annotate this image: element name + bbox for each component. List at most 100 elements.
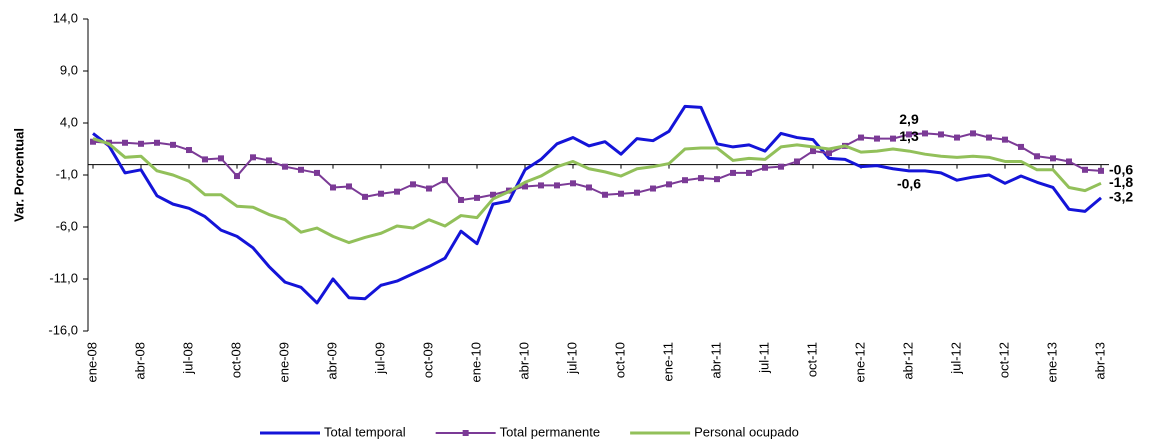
data-label: 2,9 <box>899 111 919 127</box>
x-tick-label: ene-11 <box>660 342 675 382</box>
point-marker <box>570 180 576 187</box>
point-marker <box>90 138 96 145</box>
point-marker <box>538 182 544 189</box>
point-marker <box>330 184 336 191</box>
x-tick-label: oct-10 <box>612 342 627 378</box>
point-marker <box>826 150 832 157</box>
point-marker <box>858 134 864 141</box>
point-marker <box>522 183 528 190</box>
point-marker <box>714 176 720 183</box>
point-marker <box>1034 153 1040 160</box>
point-marker <box>122 139 128 146</box>
point-marker <box>394 188 400 195</box>
data-label: 1,3 <box>899 128 919 144</box>
x-tick-label: ene-12 <box>852 342 867 382</box>
point-marker <box>874 135 880 142</box>
y-tick-label: -16,0 <box>48 322 78 337</box>
point-marker <box>890 135 896 142</box>
point-marker <box>282 163 288 170</box>
x-tick-label: jul-10 <box>564 342 579 375</box>
point-marker <box>410 181 416 188</box>
x-tick-label: jul-12 <box>948 342 963 375</box>
point-marker <box>666 181 672 188</box>
point-marker <box>762 164 768 171</box>
point-marker <box>186 147 192 154</box>
point-marker <box>458 196 464 203</box>
point-marker <box>730 169 736 176</box>
x-tick-label: abr-12 <box>900 342 915 380</box>
point-marker <box>650 185 656 192</box>
point-marker <box>1018 143 1024 150</box>
point-marker <box>266 157 272 164</box>
point-marker <box>970 130 976 137</box>
point-marker <box>170 141 176 148</box>
data-label: -0,6 <box>1109 162 1133 178</box>
point-marker <box>250 154 256 161</box>
legend-label: Total permanente <box>500 424 600 439</box>
point-marker <box>234 173 240 180</box>
x-tick-label: oct-08 <box>228 342 243 378</box>
point-marker <box>474 194 480 201</box>
x-tick-label: ene-09 <box>276 342 291 382</box>
x-tick-label: abr-09 <box>324 342 339 380</box>
x-tick-label: ene-08 <box>84 342 99 382</box>
point-marker <box>426 185 432 192</box>
x-tick-label: jul-09 <box>372 342 387 375</box>
point-marker <box>1066 158 1072 165</box>
point-marker <box>362 193 368 200</box>
point-marker <box>778 163 784 170</box>
x-tick-label: oct-09 <box>420 342 435 378</box>
point-marker <box>746 169 752 176</box>
point-marker <box>794 158 800 165</box>
point-marker <box>554 182 560 189</box>
point-marker <box>1082 166 1088 173</box>
x-tick-label: abr-08 <box>132 342 147 380</box>
x-tick-label: ene-13 <box>1044 342 1059 382</box>
point-marker <box>378 190 384 197</box>
point-marker <box>1002 136 1008 143</box>
point-marker <box>938 131 944 138</box>
point-marker <box>602 191 608 198</box>
x-tick-label: oct-12 <box>996 342 1011 378</box>
point-marker <box>618 190 624 197</box>
y-tick-label: 9,0 <box>60 62 78 77</box>
point-marker <box>1098 167 1104 174</box>
x-tick-label: jul-11 <box>756 342 771 374</box>
point-marker <box>298 166 304 173</box>
y-tick-label: 14,0 <box>53 10 78 25</box>
x-tick-label: jul-08 <box>180 342 195 375</box>
point-marker <box>586 184 592 191</box>
point-marker <box>922 130 928 137</box>
legend-label: Personal ocupado <box>694 424 799 439</box>
point-marker <box>218 155 224 162</box>
x-tick-label: abr-11 <box>708 342 723 379</box>
data-label: -0,6 <box>897 176 921 192</box>
y-axis-title: Var. Porcentual <box>11 128 26 222</box>
point-marker <box>954 134 960 141</box>
x-tick-label: abr-13 <box>1092 342 1107 380</box>
data-label: -1,8 <box>1109 174 1133 190</box>
x-tick-label: ene-10 <box>468 342 483 382</box>
data-label: -3,2 <box>1109 189 1133 205</box>
series-line <box>92 132 1102 201</box>
point-marker <box>698 175 704 182</box>
x-tick-label: oct-11 <box>804 342 819 377</box>
point-marker <box>490 191 496 198</box>
point-marker <box>682 177 688 184</box>
point-marker <box>154 139 160 146</box>
series-line <box>92 137 1102 245</box>
point-marker <box>906 131 912 138</box>
point-marker <box>346 183 352 190</box>
x-tick-label: abr-10 <box>516 342 531 380</box>
point-marker <box>314 169 320 176</box>
y-tick-label: -1,0 <box>56 166 78 181</box>
point-marker <box>202 156 208 163</box>
y-tick-label: 4,0 <box>60 114 78 129</box>
point-marker <box>634 189 640 196</box>
point-marker <box>810 148 816 155</box>
legend-label: Total temporal <box>324 424 406 439</box>
y-tick-label: -6,0 <box>56 218 78 233</box>
series-line <box>92 104 1102 305</box>
point-marker <box>1050 155 1056 162</box>
